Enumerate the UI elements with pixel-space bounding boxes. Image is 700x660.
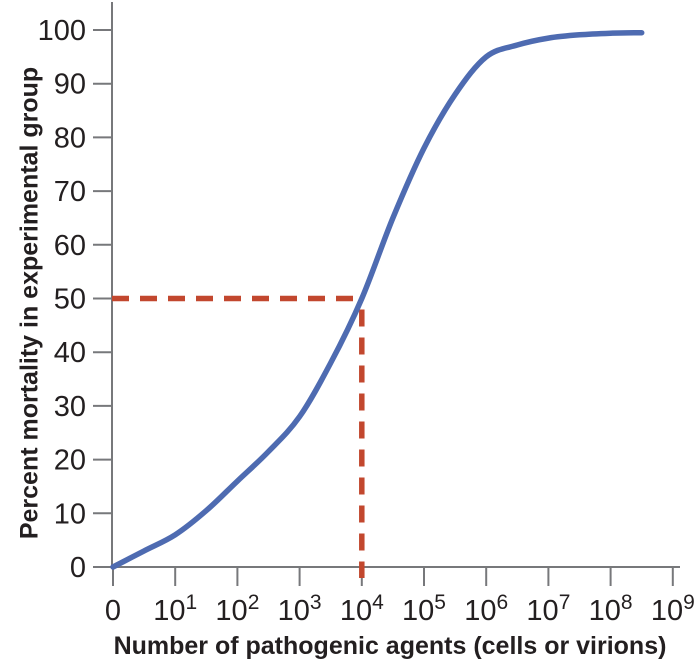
y-tick-label: 20 — [54, 445, 86, 477]
y-tick-label: 90 — [54, 69, 86, 101]
x-tick-label: 109 — [651, 591, 695, 627]
axes — [111, 2, 680, 568]
y-tick-label: 40 — [54, 337, 86, 369]
x-tick-label: 107 — [526, 591, 570, 627]
y-tick-label: 0 — [70, 552, 86, 584]
y-tick-label: 60 — [54, 230, 86, 262]
x-tick-label: 105 — [402, 591, 446, 627]
x-tick-label: 102 — [215, 591, 259, 627]
y-tick-label: 30 — [54, 391, 86, 423]
y-tick-label: 70 — [54, 176, 86, 208]
x-tick-label: 0 — [105, 595, 121, 627]
y-tick-label: 10 — [54, 498, 86, 530]
y-ticks: 0 10 20 30 40 50 60 70 80 90 100 — [38, 15, 112, 584]
mortality-curve — [110, 29, 645, 570]
x-tick-label: 103 — [278, 591, 322, 627]
ld50-guides — [112, 295, 365, 578]
x-tick-label: 101 — [153, 591, 197, 627]
y-tick-label: 100 — [38, 15, 86, 47]
x-tick-label: 104 — [340, 591, 384, 627]
y-tick-label: 80 — [54, 122, 86, 154]
x-tick-label: 106 — [464, 591, 508, 627]
y-axis-title: Percent mortality in experimental group — [15, 66, 44, 540]
y-tick-label: 50 — [54, 284, 86, 316]
x-tick-label: 108 — [589, 591, 633, 627]
x-axis-title: Number of pathogenic agents (cells or vi… — [113, 632, 667, 660]
x-ticks: 0 101 102 103 104 105 106 107 108 109 — [105, 567, 695, 627]
